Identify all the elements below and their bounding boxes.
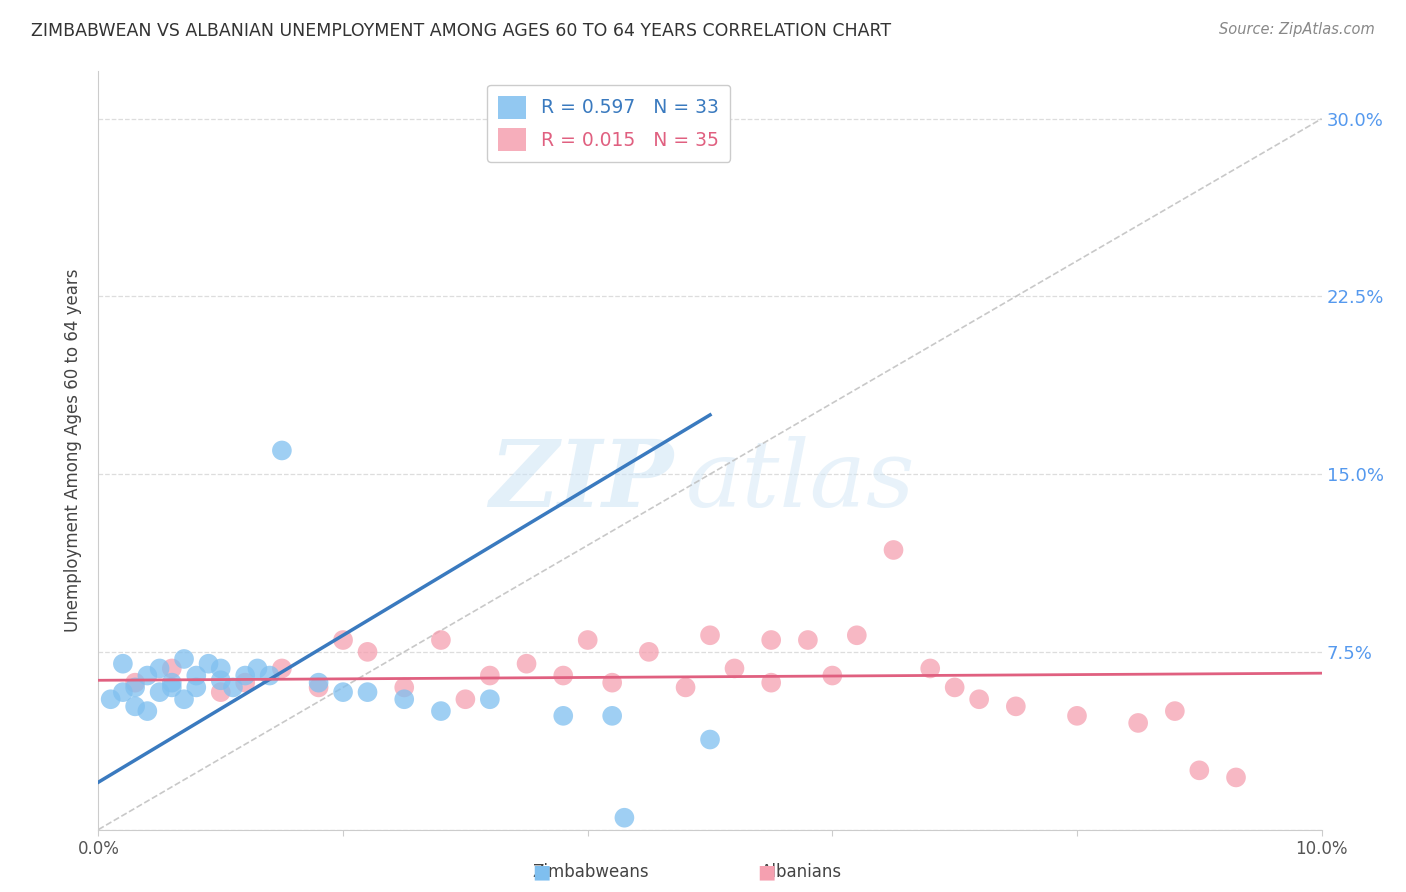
Point [100, 692, 122, 706]
Point [478, 692, 501, 706]
Text: ZIMBABWEAN VS ALBANIAN UNEMPLOYMENT AMONG AGES 60 TO 64 YEARS CORRELATION CHART: ZIMBABWEAN VS ALBANIAN UNEMPLOYMENT AMON… [31, 22, 891, 40]
Point [943, 681, 966, 695]
Point [136, 668, 159, 682]
Point [160, 675, 183, 690]
Point [454, 692, 477, 706]
Text: Albanians: Albanians [761, 863, 842, 881]
Point [392, 681, 416, 695]
Point [821, 668, 844, 682]
Point [600, 708, 623, 723]
Point [209, 661, 232, 675]
Point [576, 633, 599, 648]
Point [637, 645, 661, 659]
Point [111, 657, 134, 671]
Point [759, 633, 782, 648]
Text: atlas: atlas [686, 436, 915, 525]
Point [308, 675, 330, 690]
Point [1066, 708, 1088, 723]
Text: ■: ■ [531, 863, 551, 882]
Point [173, 692, 195, 706]
Point [149, 685, 172, 699]
Point [186, 681, 208, 695]
Point [797, 633, 820, 648]
Point [246, 661, 269, 675]
Point [356, 645, 378, 659]
Point [160, 661, 183, 675]
Point [430, 633, 453, 648]
Point [197, 657, 219, 671]
Point [600, 675, 623, 690]
Point [392, 692, 416, 706]
Point [124, 699, 146, 714]
Point [209, 685, 232, 699]
Point [613, 811, 636, 825]
Point [233, 668, 256, 682]
Point [1128, 715, 1150, 730]
Point [967, 692, 990, 706]
Point [209, 673, 232, 688]
Point [516, 657, 538, 671]
Point [1225, 771, 1247, 785]
Y-axis label: Unemployment Among Ages 60 to 64 years: Unemployment Among Ages 60 to 64 years [65, 268, 83, 632]
Point [270, 661, 292, 675]
Point [845, 628, 868, 642]
Point [553, 708, 575, 723]
Point [111, 685, 134, 699]
Point [136, 704, 159, 718]
Point [553, 668, 575, 682]
Point [124, 675, 146, 690]
Point [222, 681, 245, 695]
Point [332, 633, 354, 648]
Point [478, 668, 501, 682]
Point [699, 732, 721, 747]
Point [759, 675, 782, 690]
Text: ■: ■ [756, 863, 776, 882]
Point [430, 704, 453, 718]
Point [149, 661, 172, 675]
Legend: R = 0.597   N = 33, R = 0.015   N = 35: R = 0.597 N = 33, R = 0.015 N = 35 [486, 85, 731, 162]
Point [332, 685, 354, 699]
Point [1004, 699, 1026, 714]
Text: Zimbabweans: Zimbabweans [533, 863, 648, 881]
Point [1164, 704, 1187, 718]
Point [356, 685, 378, 699]
Point [270, 443, 292, 458]
Point [186, 668, 208, 682]
Point [160, 681, 183, 695]
Point [723, 661, 745, 675]
Point [173, 652, 195, 666]
Point [883, 543, 905, 558]
Point [124, 681, 146, 695]
Text: ZIP: ZIP [489, 436, 673, 525]
Point [259, 668, 281, 682]
Point [233, 675, 256, 690]
Point [308, 681, 330, 695]
Text: Source: ZipAtlas.com: Source: ZipAtlas.com [1219, 22, 1375, 37]
Point [1188, 764, 1211, 778]
Point [699, 628, 721, 642]
Point [920, 661, 942, 675]
Point [675, 681, 697, 695]
